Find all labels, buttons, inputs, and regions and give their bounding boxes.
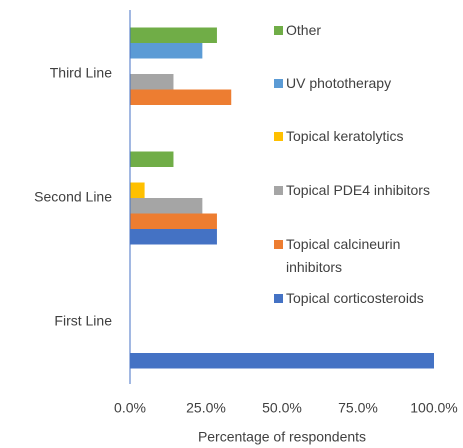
x-tick-label: 50.0% bbox=[262, 400, 302, 416]
legend-item: Other bbox=[274, 19, 454, 42]
bar bbox=[130, 151, 174, 167]
bar bbox=[130, 353, 434, 369]
legend-item: Topical PDE4 inhibitors bbox=[274, 179, 454, 202]
bar bbox=[130, 229, 217, 245]
legend-swatch bbox=[274, 240, 283, 249]
legend-item: Topical corticosteroids bbox=[274, 287, 454, 310]
legend-swatch bbox=[274, 186, 283, 195]
x-tick-label: 100.0% bbox=[410, 400, 457, 416]
legend-item: Topical calcineurin inhibitors bbox=[274, 233, 454, 279]
bar bbox=[130, 43, 203, 59]
legend-label: Other bbox=[286, 22, 322, 38]
y-tick-label: Third Line bbox=[50, 65, 112, 81]
legend-swatch bbox=[274, 132, 283, 141]
bar bbox=[130, 27, 217, 43]
x-tick-label: 25.0% bbox=[186, 400, 226, 416]
legend-label: Topical corticosteroids bbox=[286, 290, 424, 306]
bar bbox=[130, 182, 145, 198]
x-axis-title: Percentage of respondents bbox=[198, 429, 366, 445]
legend-swatch bbox=[274, 294, 283, 303]
bar bbox=[130, 74, 174, 90]
legend-item: Topical keratolytics bbox=[274, 125, 454, 148]
bar bbox=[130, 213, 217, 229]
legend-label: Topical calcineurin inhibitors bbox=[286, 236, 401, 275]
legend-item: UV phototherapy bbox=[274, 72, 454, 95]
legend-label: UV phototherapy bbox=[286, 75, 392, 91]
legend-label: Topical PDE4 inhibitors bbox=[286, 182, 430, 198]
x-tick-label: 0.0% bbox=[114, 400, 146, 416]
y-tick-label: First Line bbox=[54, 313, 112, 329]
legend-swatch bbox=[274, 79, 283, 88]
x-tick-label: 75.0% bbox=[338, 400, 378, 416]
legend-label: Topical keratolytics bbox=[286, 128, 404, 144]
bar bbox=[130, 89, 232, 105]
legend-swatch bbox=[274, 26, 283, 35]
y-tick-label: Second Line bbox=[34, 189, 112, 205]
bar bbox=[130, 198, 203, 214]
